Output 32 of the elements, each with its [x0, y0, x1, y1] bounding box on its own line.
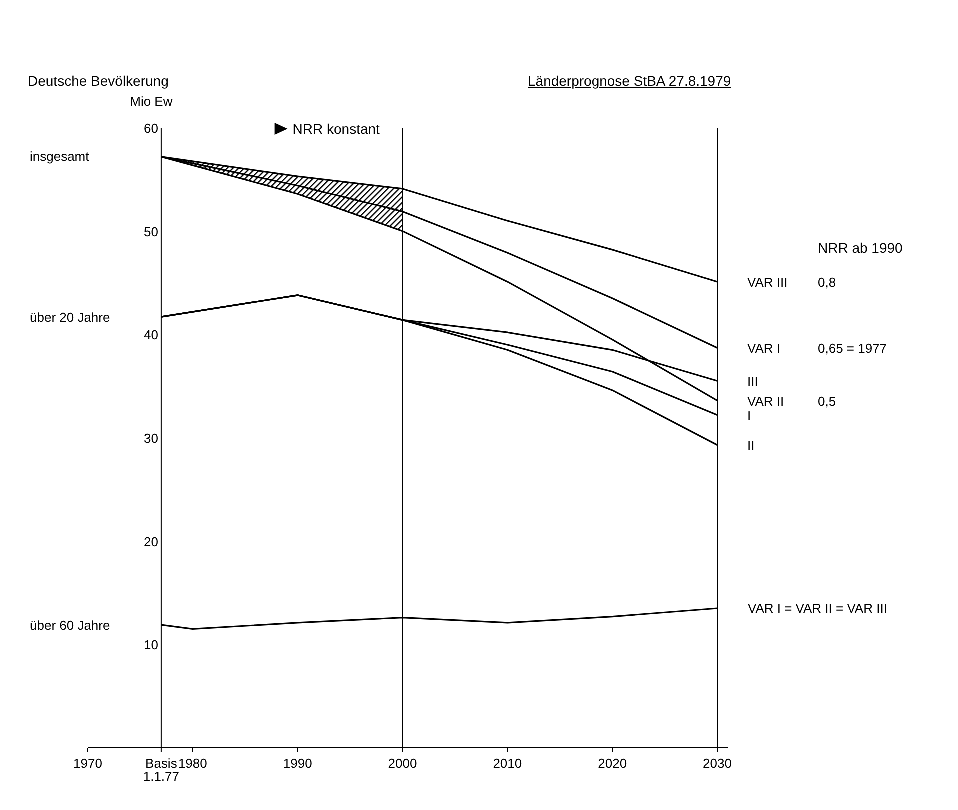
x-tick-label: 1990 [283, 756, 312, 771]
text: I [748, 408, 752, 424]
x-tick-label: 1970 [74, 756, 102, 771]
y-tick-label: 20 [144, 534, 158, 550]
y-axis-title: Mio Ew [130, 94, 174, 109]
text: 0,65 = 1977 [818, 341, 888, 356]
chart-title: Deutsche Bevölkerung [28, 73, 169, 89]
x-tick-label: 2010 [493, 756, 522, 771]
x-tick-label: Basis 1.1.77 [143, 756, 180, 784]
annotation: über 60 Jahre [30, 618, 110, 633]
y-tick-label: 40 [144, 328, 158, 343]
text: 0,5 [818, 394, 836, 409]
text: VAR I [748, 341, 781, 356]
annotation: NRR konstant [292, 121, 380, 137]
text: NRR ab 1990 [818, 240, 904, 256]
y-tick-label: 30 [144, 431, 158, 446]
text: III [748, 374, 758, 390]
x-tick-label: 2030 [703, 756, 732, 771]
annotation: über 20 Jahre [30, 310, 110, 325]
chart-subtitle: Länderprognose StBA 27.8.1979 [528, 73, 732, 89]
text: VAR I = VAR II = VAR III [748, 601, 888, 616]
text: VAR II [748, 394, 784, 409]
y-tick-label: 10 [144, 638, 158, 653]
x-tick-label: 1980 [178, 756, 208, 771]
x-tick-label: 2020 [598, 756, 628, 771]
text: II [748, 438, 755, 454]
y-tick-label: 60 [144, 121, 158, 136]
annotation: insgesamt [30, 149, 90, 164]
text: 0,8 [818, 275, 836, 290]
text: VAR III [748, 274, 788, 290]
y-tick-label: 50 [144, 224, 158, 240]
x-tick-label: 2000 [388, 756, 418, 771]
